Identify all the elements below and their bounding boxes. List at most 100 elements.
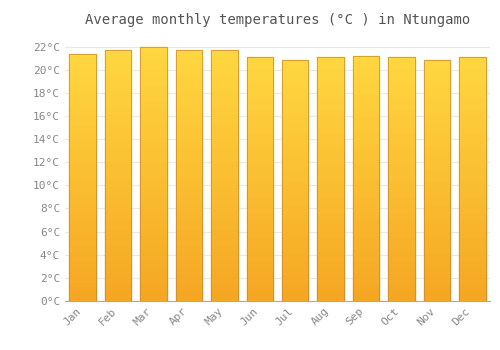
Bar xyxy=(70,286,96,289)
Bar xyxy=(459,276,485,280)
Bar xyxy=(353,59,380,62)
Bar xyxy=(318,82,344,84)
Bar xyxy=(246,225,273,228)
Bar xyxy=(424,250,450,253)
Bar xyxy=(70,239,96,242)
Bar xyxy=(318,188,344,191)
Bar xyxy=(211,132,238,135)
Bar xyxy=(459,271,485,274)
Bar xyxy=(353,175,380,178)
Bar xyxy=(211,292,238,295)
Bar xyxy=(246,75,273,78)
Bar xyxy=(70,254,96,258)
Bar xyxy=(211,122,238,125)
Bar xyxy=(70,252,96,254)
Bar xyxy=(211,194,238,197)
Bar xyxy=(176,207,202,210)
Bar xyxy=(424,247,450,250)
Bar xyxy=(105,232,132,235)
Bar xyxy=(140,135,167,139)
Bar xyxy=(70,258,96,261)
Bar xyxy=(211,63,238,66)
Bar xyxy=(459,130,485,133)
Bar xyxy=(211,285,238,288)
Bar xyxy=(70,217,96,220)
Bar xyxy=(211,241,238,245)
Bar xyxy=(353,286,380,289)
Bar xyxy=(282,196,308,199)
Bar xyxy=(318,66,344,69)
Bar xyxy=(353,157,380,160)
Bar xyxy=(282,259,308,262)
Bar xyxy=(459,252,485,255)
Bar xyxy=(246,274,273,276)
Bar xyxy=(70,171,96,174)
Bar xyxy=(211,103,238,106)
Bar xyxy=(388,206,414,210)
Bar xyxy=(424,214,450,217)
Bar xyxy=(424,196,450,199)
Bar xyxy=(318,234,344,237)
Bar xyxy=(353,267,380,270)
Bar xyxy=(459,106,485,109)
Bar xyxy=(459,188,485,191)
Bar xyxy=(388,127,414,130)
Bar xyxy=(318,243,344,246)
Bar xyxy=(459,170,485,173)
Bar xyxy=(176,266,202,270)
Bar xyxy=(105,94,132,97)
Bar xyxy=(424,193,450,196)
Bar xyxy=(388,276,414,280)
Bar xyxy=(105,125,132,128)
Bar xyxy=(211,282,238,285)
Bar xyxy=(388,246,414,249)
Bar xyxy=(424,175,450,178)
Bar xyxy=(211,110,238,113)
Bar xyxy=(105,116,132,119)
Bar xyxy=(246,152,273,155)
Bar xyxy=(282,205,308,208)
Bar xyxy=(388,292,414,295)
Bar xyxy=(246,295,273,298)
Bar xyxy=(70,289,96,292)
Bar xyxy=(282,220,308,223)
Bar xyxy=(105,295,132,298)
Bar xyxy=(105,138,132,141)
Bar xyxy=(353,295,380,298)
Bar xyxy=(459,240,485,243)
Bar xyxy=(318,112,344,115)
Bar xyxy=(105,273,132,276)
Bar xyxy=(246,161,273,164)
Bar xyxy=(388,267,414,271)
Bar xyxy=(246,57,273,301)
Bar xyxy=(70,298,96,301)
Bar xyxy=(176,223,202,226)
Bar xyxy=(388,295,414,298)
Bar xyxy=(424,72,450,76)
Bar xyxy=(318,179,344,182)
Bar xyxy=(424,78,450,82)
Bar xyxy=(282,229,308,232)
Bar xyxy=(211,94,238,97)
Bar xyxy=(459,112,485,115)
Bar xyxy=(459,161,485,164)
Bar xyxy=(282,247,308,250)
Bar xyxy=(459,258,485,261)
Bar xyxy=(424,238,450,241)
Bar xyxy=(459,139,485,142)
Bar xyxy=(140,177,167,180)
Bar xyxy=(176,210,202,213)
Bar xyxy=(211,216,238,219)
Bar xyxy=(176,135,202,138)
Bar xyxy=(105,166,132,169)
Bar xyxy=(246,210,273,212)
Bar xyxy=(388,240,414,243)
Bar xyxy=(388,136,414,139)
Bar xyxy=(246,271,273,274)
Bar xyxy=(70,190,96,193)
Bar xyxy=(388,164,414,167)
Bar xyxy=(459,100,485,103)
Bar xyxy=(176,144,202,147)
Bar xyxy=(318,57,344,60)
Bar xyxy=(105,160,132,163)
